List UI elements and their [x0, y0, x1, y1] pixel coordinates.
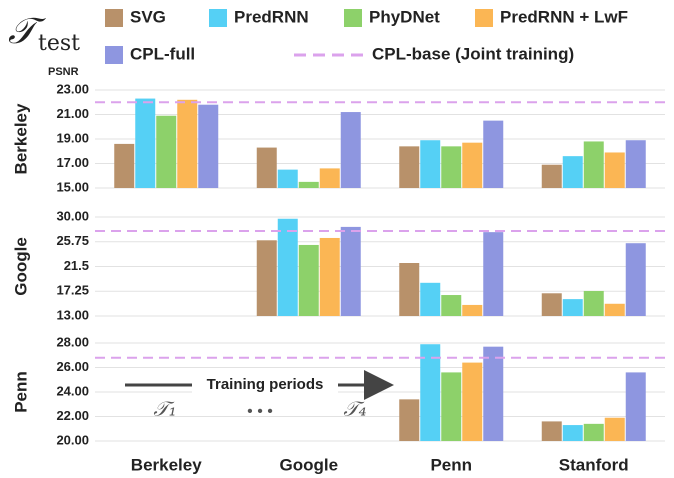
bar: [541, 164, 562, 188]
x-tick-label: Stanford: [559, 455, 629, 474]
bar: [541, 293, 562, 316]
bar: [462, 142, 483, 188]
legend-label: PhyDNet: [369, 7, 440, 26]
legend-label: CPL-full: [130, 44, 195, 63]
y-tick-label: 13.00: [56, 307, 89, 322]
y-tick-label: 28.00: [56, 334, 89, 349]
legend-swatch: [475, 9, 493, 27]
bar: [441, 146, 462, 188]
bar: [541, 421, 562, 441]
bar: [483, 232, 504, 316]
bar: [420, 282, 441, 316]
legend-label: PredRNN: [234, 7, 309, 26]
y-tick-label: 21.00: [56, 106, 89, 121]
legend-swatch: [105, 46, 123, 64]
panel-label: Google: [11, 237, 30, 296]
panel-label: Penn: [11, 371, 30, 413]
y-tick-label: 25.75: [56, 233, 89, 248]
bar: [462, 362, 483, 441]
bar: [420, 140, 441, 188]
bar: [625, 140, 646, 188]
y-tick-label: 30.00: [56, 208, 89, 223]
bar: [256, 147, 277, 188]
bar: [441, 295, 462, 316]
arrow-label-bg: [192, 374, 338, 396]
y-tick-label: 21.5: [64, 258, 89, 273]
bar: [483, 346, 504, 441]
bar: [277, 218, 298, 316]
bar: [562, 299, 583, 316]
y-tick-label: 17.00: [56, 155, 89, 170]
bar: [277, 169, 298, 188]
bar: [399, 263, 420, 316]
bar: [319, 237, 340, 316]
bar: [604, 417, 625, 441]
y-tick-label: 23.00: [56, 81, 89, 96]
title-subscript: test: [38, 31, 80, 56]
y-tick-label: 24.00: [56, 383, 89, 398]
bar: [198, 104, 219, 188]
bar: [583, 290, 604, 316]
bar: [340, 112, 361, 188]
x-tick-label: Berkeley: [131, 455, 202, 474]
bar: [420, 344, 441, 441]
y-tick-label: 22.00: [56, 408, 89, 423]
bar: [583, 141, 604, 188]
panel-label: Berkeley: [11, 103, 30, 174]
dots: • • •: [247, 403, 273, 420]
x-tick-label: Penn: [430, 455, 472, 474]
legend-label: SVG: [130, 7, 166, 26]
y-tick-label: 26.00: [56, 359, 89, 374]
bar: [625, 372, 646, 441]
y-tick-label: 17.25: [56, 283, 89, 298]
bar: [114, 143, 135, 188]
bar: [135, 98, 156, 188]
arrow-label: Training periods: [207, 376, 324, 393]
bar: [604, 303, 625, 316]
legend-label: PredRNN + LwF: [500, 7, 628, 26]
y-tick-label: 19.00: [56, 130, 89, 145]
bar: [319, 168, 340, 188]
legend-swatch: [209, 9, 227, 27]
bar: [583, 423, 604, 441]
bar: [441, 372, 462, 441]
bar: [156, 115, 177, 188]
bar: [298, 181, 319, 188]
period-end: 𝒯₄: [343, 397, 366, 421]
bar: [298, 244, 319, 316]
bar: [399, 399, 420, 441]
bar: [604, 152, 625, 188]
bar: [462, 304, 483, 316]
x-tick-label: Google: [279, 455, 338, 474]
y-tick-label: 15.00: [56, 179, 89, 194]
legend-swatch: [344, 9, 362, 27]
bar: [399, 146, 420, 188]
legend-label: CPL-base (Joint training): [372, 44, 574, 63]
bar: [625, 243, 646, 316]
bar: [562, 425, 583, 441]
y-tick-label: 20.00: [56, 432, 89, 447]
legend-swatch: [105, 9, 123, 27]
bar: [562, 156, 583, 188]
period-start: 𝒯₁: [153, 397, 176, 421]
bar: [483, 120, 504, 188]
bar: [256, 240, 277, 316]
y-unit-label: PSNR: [48, 66, 79, 78]
bar: [340, 226, 361, 316]
bar: [177, 99, 198, 188]
